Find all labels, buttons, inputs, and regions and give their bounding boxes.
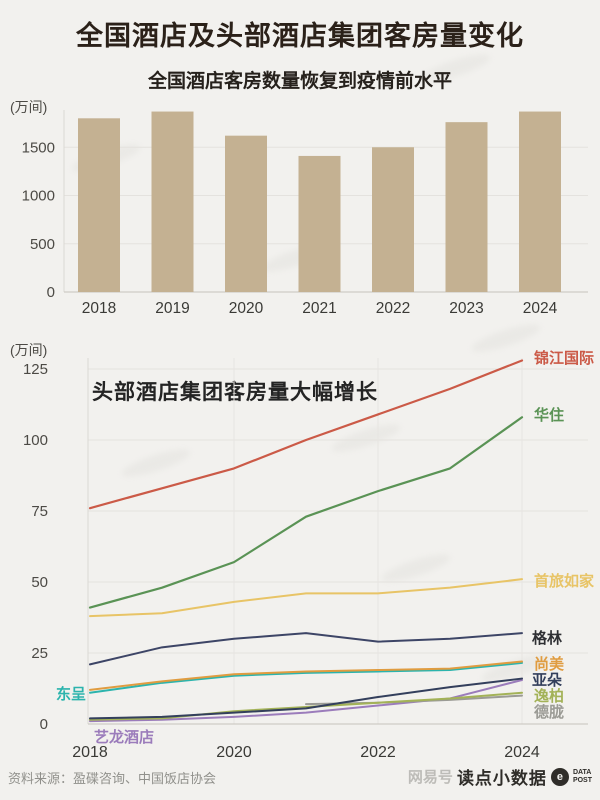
series-line-华住 xyxy=(88,416,524,609)
series-label-锦江国际: 锦江国际 xyxy=(534,349,594,367)
bar-x-tick-label: 2023 xyxy=(449,300,483,317)
line-y-tick-label: 100 xyxy=(23,432,48,449)
bar-2023 xyxy=(445,122,488,292)
line-chart-unit-label: (万间) xyxy=(10,342,48,358)
series-line-逸柏 xyxy=(89,691,523,721)
data-source-note: 资料来源：盈碟咨询、中国饭店协会 xyxy=(8,771,217,786)
line-y-tick-label: 75 xyxy=(31,503,48,520)
series-line-东呈 xyxy=(89,661,523,694)
bar-y-tick-label: 1000 xyxy=(22,188,55,205)
series-label-逸柏: 逸柏 xyxy=(534,687,564,705)
bar-2020 xyxy=(225,135,267,292)
line-x-tick-label: 2020 xyxy=(216,744,252,761)
series-label-首旅如家: 首旅如家 xyxy=(534,572,594,590)
line-x-tick-label: 2018 xyxy=(72,744,108,761)
bar-x-tick-label: 2020 xyxy=(229,300,264,317)
bar-y-tick-label: 1500 xyxy=(22,139,55,156)
bar-chart-title: 全国酒店客房数量恢复到疫情前水平 xyxy=(147,71,452,92)
series-label-亚朵: 亚朵 xyxy=(532,672,562,689)
line-y-tick-label: 50 xyxy=(31,574,48,591)
publisher-logo-icon: e xyxy=(550,767,569,786)
bar-y-tick-label: 500 xyxy=(30,236,55,253)
series-line-亚朵 xyxy=(89,677,523,720)
series-line-首旅如家 xyxy=(89,578,523,618)
watermark-tagline-line2: POST xyxy=(572,776,592,784)
series-label-东呈: 东呈 xyxy=(56,685,86,703)
series-label-格林: 格林 xyxy=(532,629,563,647)
bar-2022 xyxy=(372,147,414,292)
bar-2021 xyxy=(298,155,341,292)
bar-x-tick-label: 2024 xyxy=(523,300,558,317)
series-label-艺龙酒店: 艺龙酒店 xyxy=(94,728,154,746)
watermark-tagline-line1: DATA xyxy=(572,768,592,776)
bar-x-tick-label: 2021 xyxy=(302,300,336,317)
bar-chart-unit-label: (万间) xyxy=(10,99,48,115)
line-x-tick-label: 2022 xyxy=(360,744,396,761)
bar-2024 xyxy=(519,111,561,292)
line-y-tick-label: 25 xyxy=(31,645,48,662)
series-label-华住: 华住 xyxy=(534,406,564,424)
series-label-德胧: 德胧 xyxy=(534,703,564,721)
bar-y-tick-label: 0 xyxy=(47,284,55,301)
publisher-watermark: 网易号 读点小数据 e DATA POST xyxy=(408,764,592,789)
line-y-tick-label: 125 xyxy=(23,361,48,378)
series-line-尚美 xyxy=(89,660,523,691)
series-label-尚美: 尚美 xyxy=(534,655,565,673)
series-line-格林 xyxy=(89,632,523,666)
bar-x-tick-label: 2022 xyxy=(376,300,410,317)
page-title: 全国酒店及头部酒店集团客房量变化 xyxy=(76,21,524,51)
line-x-tick-label: 2024 xyxy=(504,744,540,761)
bar-2019 xyxy=(151,111,194,292)
watermark-tagline: DATA POST xyxy=(573,769,592,785)
series-line-锦江国际 xyxy=(88,359,524,510)
bar-x-tick-label: 2018 xyxy=(82,300,116,317)
watermark-account-name: 读点小数据 xyxy=(456,769,547,788)
bar-2018 xyxy=(78,118,120,292)
bar-x-tick-label: 2019 xyxy=(155,300,189,317)
line-y-tick-label: 0 xyxy=(40,716,48,733)
watermark-platform-label: 网易号 xyxy=(407,769,453,786)
